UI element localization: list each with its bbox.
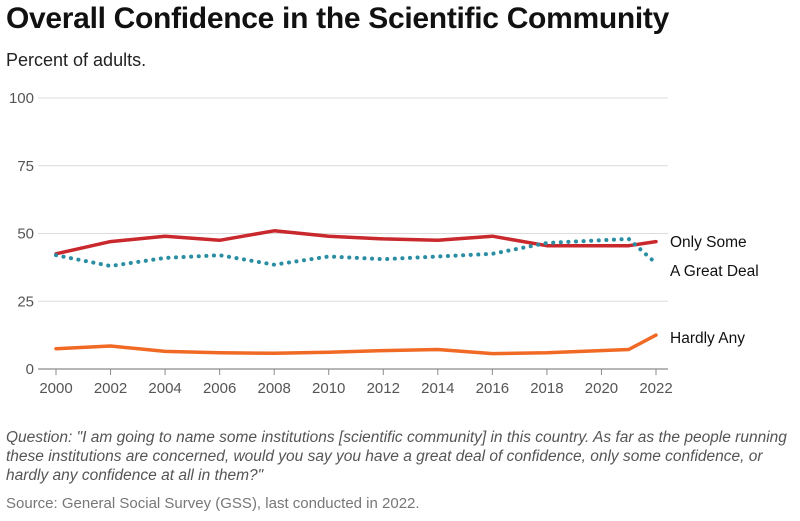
x-tick-label: 2008 [257,380,290,397]
y-tick-label: 25 [17,293,34,310]
series-line-a-great-deal [54,236,658,268]
x-tick-label: 2014 [421,380,454,397]
y-tick-label: 100 [9,90,34,107]
y-tick-label: 75 [17,158,34,175]
source-note: Source: General Social Survey (GSS), las… [6,495,420,512]
x-tick-label: 2004 [148,380,181,397]
series-line-only-some [54,229,658,256]
y-tick-label: 50 [17,226,34,243]
x-tick-label: 2022 [639,380,672,397]
series-label-only-some: Only Some [670,234,747,251]
x-tick-label: 2016 [476,380,509,397]
x-tick-label: 2018 [530,380,563,397]
x-tick-label: 2010 [312,380,345,397]
series-label-hardly-any: Hardly Any [670,330,745,347]
chart-subtitle: Percent of adults. [6,50,147,70]
x-tick-label: 2006 [203,380,236,397]
series-line-hardly-any [54,333,658,356]
survey-question: Question: "I am going to name some insti… [6,429,787,484]
line-chart: 0 25 50 75 100 2000 2002 2004 2006 2008 2010 2012 20… [9,90,759,397]
x-tick-label: 2020 [585,380,618,397]
x-tick-label: 2002 [94,380,127,397]
y-tick-label: 0 [26,361,34,378]
series-label-a-great-deal: A Great Deal [670,263,759,280]
x-tick-label: 2012 [367,380,400,397]
chart-title: Overall Confidence in the Scientific Com… [6,2,669,35]
x-tick-label: 2000 [39,380,72,397]
